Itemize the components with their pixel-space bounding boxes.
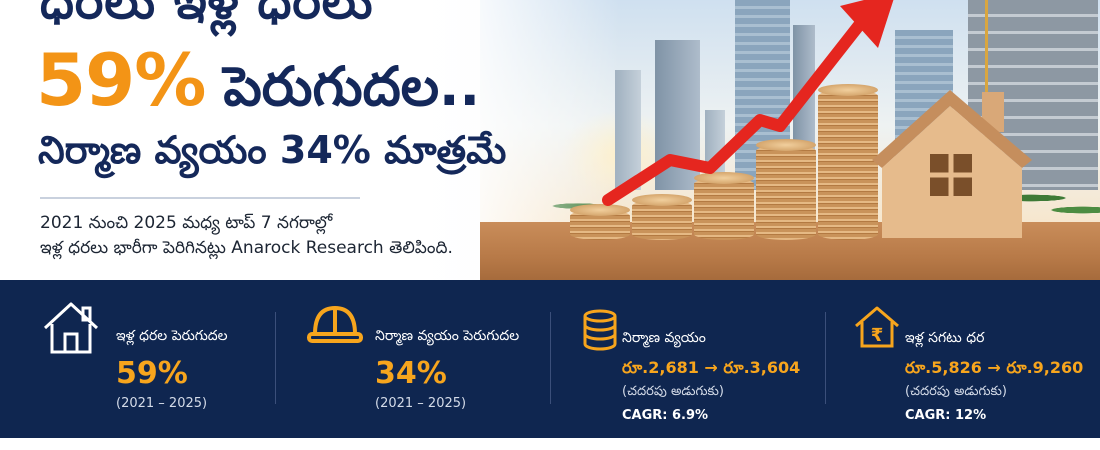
stat-range: రూ.5,826 → రూ.9,260 [905,358,1084,377]
bottom-strip [0,438,1100,450]
stat-cagr: CAGR: 6.9% [622,408,709,423]
svg-text:₹: ₹ [871,325,884,346]
stat-range: రూ.2,681 → రూ.3,604 [622,358,801,377]
coin-stack [818,84,878,240]
stat-period: (2021 – 2025) [116,396,208,411]
headline-word: పెరుగుదల.. [223,55,481,118]
stat-label: నిర్మాణ వ్యయం పెరుగుదల [375,328,520,344]
stat-label: ఇళ్ల ధరల పెరుగుదల [116,328,228,344]
coin-stack [632,194,692,240]
stat-construction-cost-growth: నిర్మాణ వ్యయం పెరుగుదల 34% (2021 – 2025) [275,280,550,438]
coin-stack [756,139,816,240]
house-outline-icon [43,302,99,354]
headline-line-3: నిర్మాణ వ్యయం 34% మాత్రమే [38,128,507,172]
stat-average-house-price: ₹ ఇళ్ల సగటు ధర రూ.5,826 → రూ.9,260 (చదరప… [825,280,1100,438]
divider [40,197,360,199]
crane [985,0,988,160]
growth-arrow-icon [602,0,894,206]
headline-line-1: ధరలు ఇళ్ల ధరలు [40,0,374,30]
stats-bar: ఇళ్ల ధరల పెరుగుదల 59% (2021 – 2025) నిర్… [0,280,1100,438]
rupee-house-icon: ₹ [855,306,899,348]
stat-value: 59% [116,356,188,391]
hero-banner: ధరలు ఇళ్ల ధరలు 59% పెరుగుదల.. నిర్మాణ వ్… [0,0,1100,280]
stat-label: నిర్మాణ వ్యయం [622,330,706,346]
stat-construction-cost: నిర్మాణ వ్యయం రూ.2,681 → రూ.3,604 (చదరపు… [550,280,825,438]
coin-stack-icon [583,309,617,351]
hard-hat-icon [307,305,363,343]
description: 2021 నుంచి 2025 మధ్య టాప్ 7 నగరాల్లో ఇళ్… [40,211,453,261]
coin-stack [694,172,754,240]
description-line-1: 2021 నుంచి 2025 మధ్య టాప్ 7 నగరాల్లో [40,213,333,233]
stat-house-price-growth: ఇళ్ల ధరల పెరుగుదల 59% (2021 – 2025) [0,280,275,438]
stat-unit: (చదరపు అడుగుకు) [622,384,724,399]
stat-cagr: CAGR: 12% [905,408,987,423]
coin-stack [570,204,630,240]
description-line-2: ఇళ్ల ధరలు భారీగా పెరిగినట్లు Anarock Res… [40,238,453,258]
stat-period: (2021 – 2025) [375,396,467,411]
headline-percentage: 59% [36,38,206,122]
stat-unit: (చదరపు అడుగుకు) [905,384,1007,399]
stat-value: 34% [375,356,447,391]
headline-line-2: 59% పెరుగుదల.. [36,38,480,132]
wooden-house-icon [872,90,1032,238]
stat-label: ఇళ్ల సగటు ధర [905,330,985,346]
